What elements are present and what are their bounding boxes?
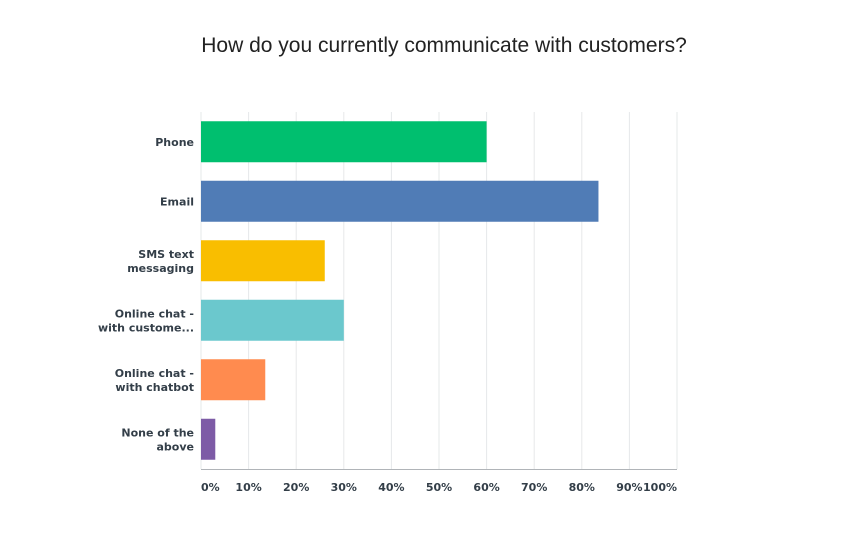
- x-tick-label: 20%: [283, 481, 309, 494]
- category-label: None of the above: [121, 426, 194, 453]
- bars: [201, 121, 599, 460]
- x-tick-label: 40%: [378, 481, 404, 494]
- category-label: Online chat -with custome...: [98, 307, 194, 334]
- x-tick-label: 60%: [473, 481, 499, 494]
- x-tick-label: 90%: [616, 481, 642, 494]
- category-label: Online chat -with chatbot: [115, 367, 194, 394]
- bar: [201, 180, 599, 222]
- bar: [201, 240, 325, 282]
- category-label: Email: [160, 195, 194, 208]
- x-tick-label: 0%: [201, 481, 220, 494]
- x-tick-label: 50%: [426, 481, 452, 494]
- bar: [201, 121, 487, 163]
- category-label: Phone: [155, 136, 194, 149]
- category-label: SMS text messaging: [127, 248, 194, 275]
- x-tick-label: 10%: [235, 481, 261, 494]
- x-tick-label: 30%: [331, 481, 357, 494]
- bar: [201, 359, 266, 401]
- x-tick-label: 100%: [643, 481, 677, 494]
- category-labels: Phone Email SMS text messaging Online chat -…: [98, 136, 194, 454]
- x-tick-label: 70%: [521, 481, 547, 494]
- x-axis-ticks: 0% 10% 20% 30% 40% 50% 60% 70% 80% 90% 100%: [201, 481, 677, 494]
- chart-title: How do you currently communicate with cu…: [201, 34, 687, 57]
- bar: [201, 418, 216, 460]
- x-tick-label: 80%: [569, 481, 595, 494]
- bar: [201, 299, 344, 341]
- gridlines: [200, 112, 678, 469]
